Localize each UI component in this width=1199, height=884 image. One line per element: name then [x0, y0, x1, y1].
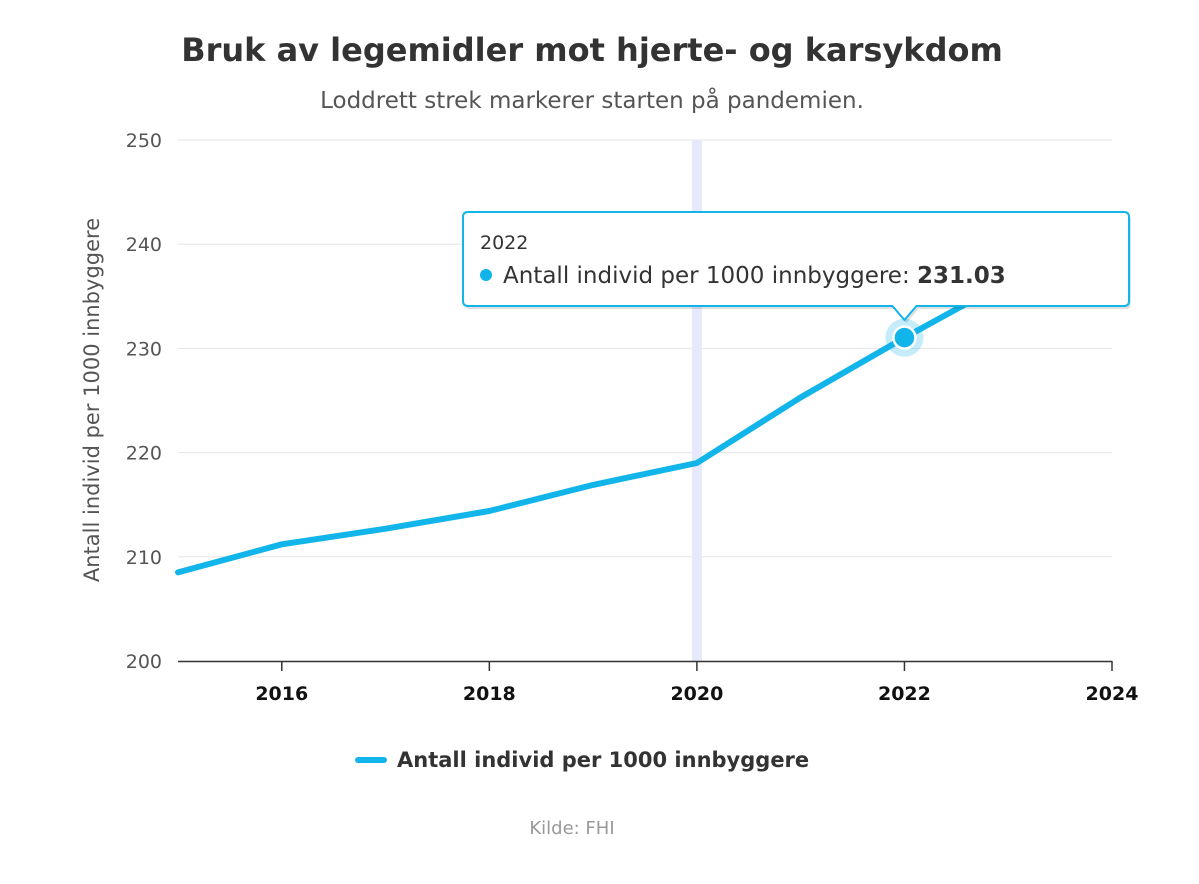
axes: 200 210 220 230 240 250 2016 2018 2020 2022 2024: [126, 130, 1139, 705]
y-tick-label: 200: [126, 651, 162, 673]
legend-item-label[interactable]: Antall individ per 1000 innbyggere: [397, 748, 809, 772]
pandemic-start-band: [691, 140, 702, 661]
x-tick-label: 2018: [463, 683, 516, 705]
data-point[interactable]: [483, 505, 495, 517]
data-point[interactable]: [276, 538, 288, 550]
y-tick-label: 240: [126, 234, 162, 256]
tooltip-series-label: Antall individ per 1000 innbyggere:: [503, 263, 917, 289]
y-tick-label: 220: [126, 443, 162, 465]
data-point[interactable]: [587, 479, 599, 491]
data-point[interactable]: [380, 523, 392, 535]
data-point[interactable]: [691, 457, 703, 469]
y-axis-label: Antall individ per 1000 innbyggere: [80, 218, 104, 582]
y-tick-label: 250: [126, 130, 162, 152]
grid-lines: [178, 139, 1112, 558]
tooltip-body: Antall individ per 1000 innbyggere: 231.…: [503, 263, 1006, 289]
x-tick-label: 2020: [670, 683, 723, 705]
series-line-antall-individ: [175, 225, 1115, 576]
tooltip-series-marker: [480, 269, 492, 281]
chart-subtitle: Loddrett strek markerer starten på pande…: [320, 86, 864, 114]
legend[interactable]: Antall individ per 1000 innbyggere: [355, 748, 809, 772]
y-tick-label: 230: [126, 338, 162, 360]
tooltip-header: 2022: [480, 232, 528, 254]
y-tick-label: 210: [126, 547, 162, 569]
source-credit[interactable]: Kilde: FHI: [529, 818, 614, 839]
x-tick-label: 2022: [878, 683, 931, 705]
x-tick-label: 2024: [1086, 683, 1139, 705]
plot-band: [691, 140, 702, 661]
tooltip-value: 231.03: [917, 263, 1006, 289]
chart-title: Bruk av legemidler mot hjerte- og karsyk…: [181, 31, 1003, 69]
hovered-data-point[interactable]: [892, 325, 917, 350]
tooltip-box: [462, 211, 1130, 322]
data-point[interactable]: [795, 391, 807, 403]
series-layer: [172, 225, 1115, 578]
x-tick-label: 2016: [255, 683, 308, 705]
tooltip: 2022 Antall individ per 1000 innbyggere: …: [462, 211, 1131, 357]
data-point[interactable]: [172, 566, 184, 578]
